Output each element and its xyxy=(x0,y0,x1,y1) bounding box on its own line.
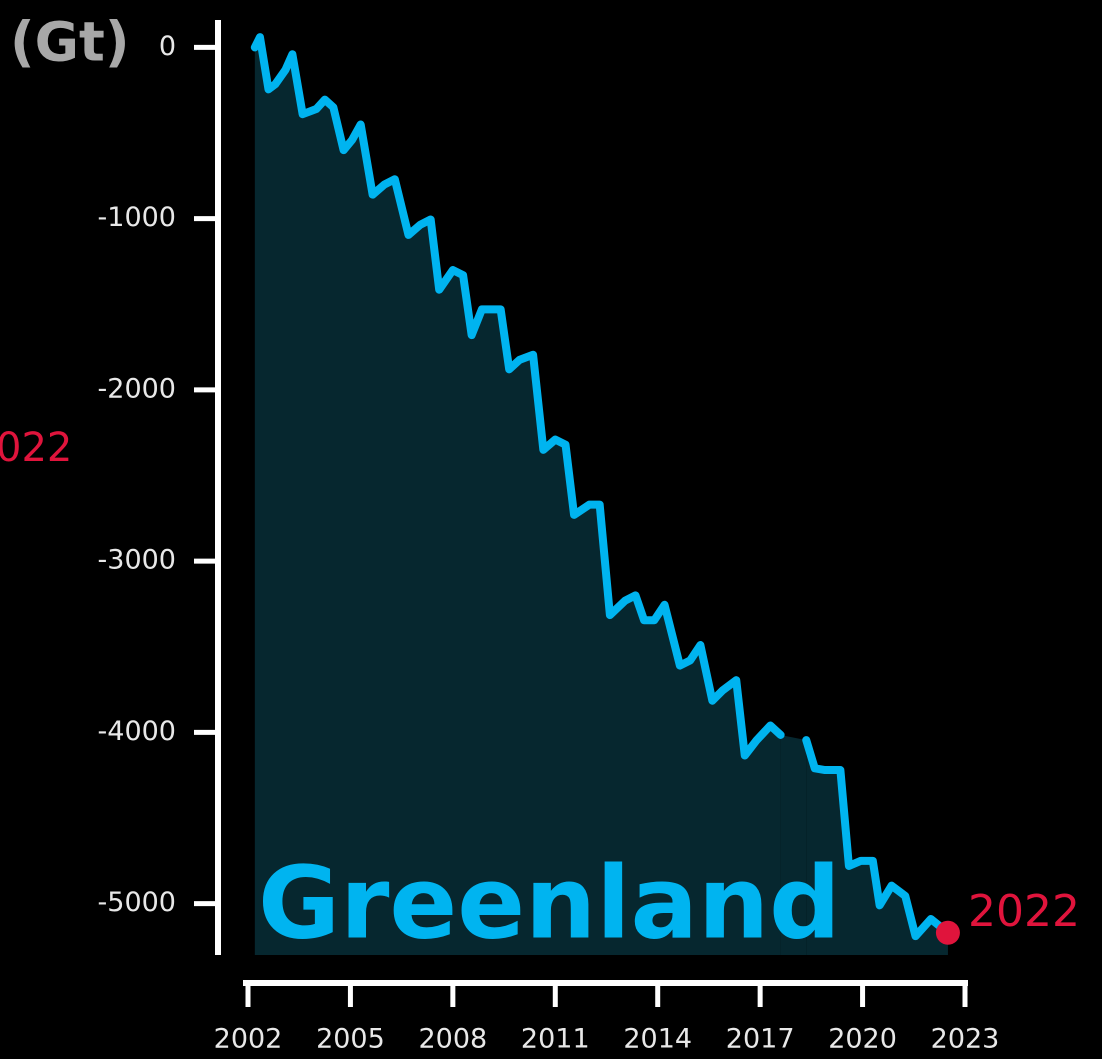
y-tick-label: -1000 xyxy=(98,202,176,233)
end-marker xyxy=(935,920,960,945)
y-tick-label: -4000 xyxy=(98,716,176,747)
x-tick-label: 2017 xyxy=(726,1024,795,1055)
line xyxy=(802,736,952,941)
line xyxy=(250,33,785,760)
y-tick-label: -3000 xyxy=(98,545,176,576)
x-tick-label: 2014 xyxy=(623,1024,692,1055)
x-tick-label: 2008 xyxy=(418,1024,487,1055)
line-layer xyxy=(250,33,960,945)
y-tick-label: 0 xyxy=(159,31,176,62)
series-label: Greenland xyxy=(258,844,841,961)
y-tick-label: -5000 xyxy=(98,887,176,918)
unit-label: (Gt) xyxy=(10,11,130,74)
end-label: 2022 xyxy=(968,886,1080,937)
x-tick-label: 2011 xyxy=(521,1024,590,1055)
x-tick-label: 2002 xyxy=(214,1024,283,1055)
area-gap xyxy=(780,734,807,955)
area xyxy=(254,37,781,956)
x-tick-label: 2020 xyxy=(828,1024,897,1055)
x-tick-label: 2005 xyxy=(316,1024,385,1055)
x-tick-label: 2023 xyxy=(931,1024,1000,1055)
side-label: 022 xyxy=(0,425,72,471)
y-tick-label: -2000 xyxy=(98,373,176,404)
axis-layer: 0 -1000 -2000 -3000 -4000 -5000 2002 2005 2008 20… xyxy=(98,20,1000,1055)
